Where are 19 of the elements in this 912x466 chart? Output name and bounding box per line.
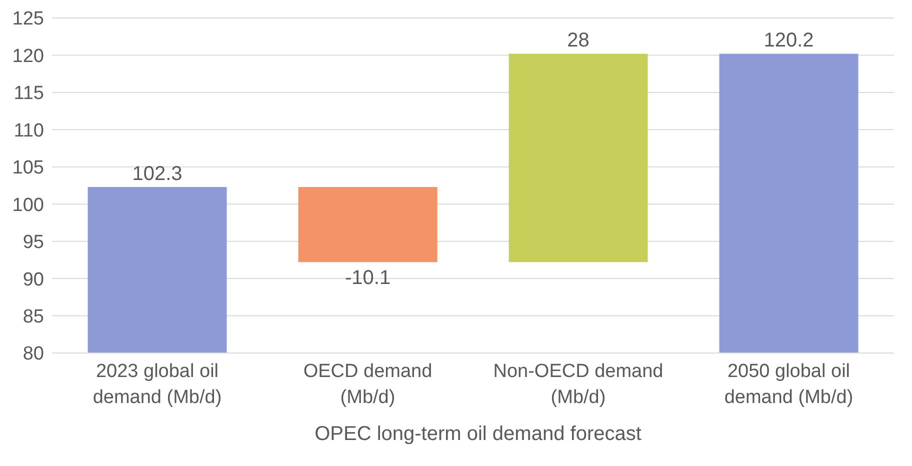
y-tick-label: 95 xyxy=(22,232,44,254)
data-label: 102.3 xyxy=(132,162,182,185)
x-axis-title: OPEC long-term oil demand forecast xyxy=(314,423,642,446)
y-tick-label: 110 xyxy=(14,120,44,142)
data-label: -10.1 xyxy=(344,267,391,290)
y-tick-label: 120 xyxy=(12,46,44,67)
x-tick-label: 2050 global oil demand (Mb/d) xyxy=(724,361,854,408)
y-tick-label: 125 xyxy=(12,8,44,30)
data-label: 28 xyxy=(567,30,590,52)
x-tick-label: OECD demand (Mb/d) xyxy=(303,361,432,408)
data-label: 120.2 xyxy=(764,30,814,52)
x-tick-label: Non-OECD demand (Mb/d) xyxy=(493,361,664,408)
y-tick-label: 105 xyxy=(12,158,44,179)
x-tick-label: 2023 global oil demand (Mb/d) xyxy=(92,361,222,408)
y-tick-label: 100 xyxy=(12,194,44,216)
y-tick-label: 80 xyxy=(22,344,44,365)
y-tick-label: 85 xyxy=(22,306,44,328)
y-tick-label: 90 xyxy=(22,269,44,290)
y-tick-label: 115 xyxy=(14,83,44,104)
